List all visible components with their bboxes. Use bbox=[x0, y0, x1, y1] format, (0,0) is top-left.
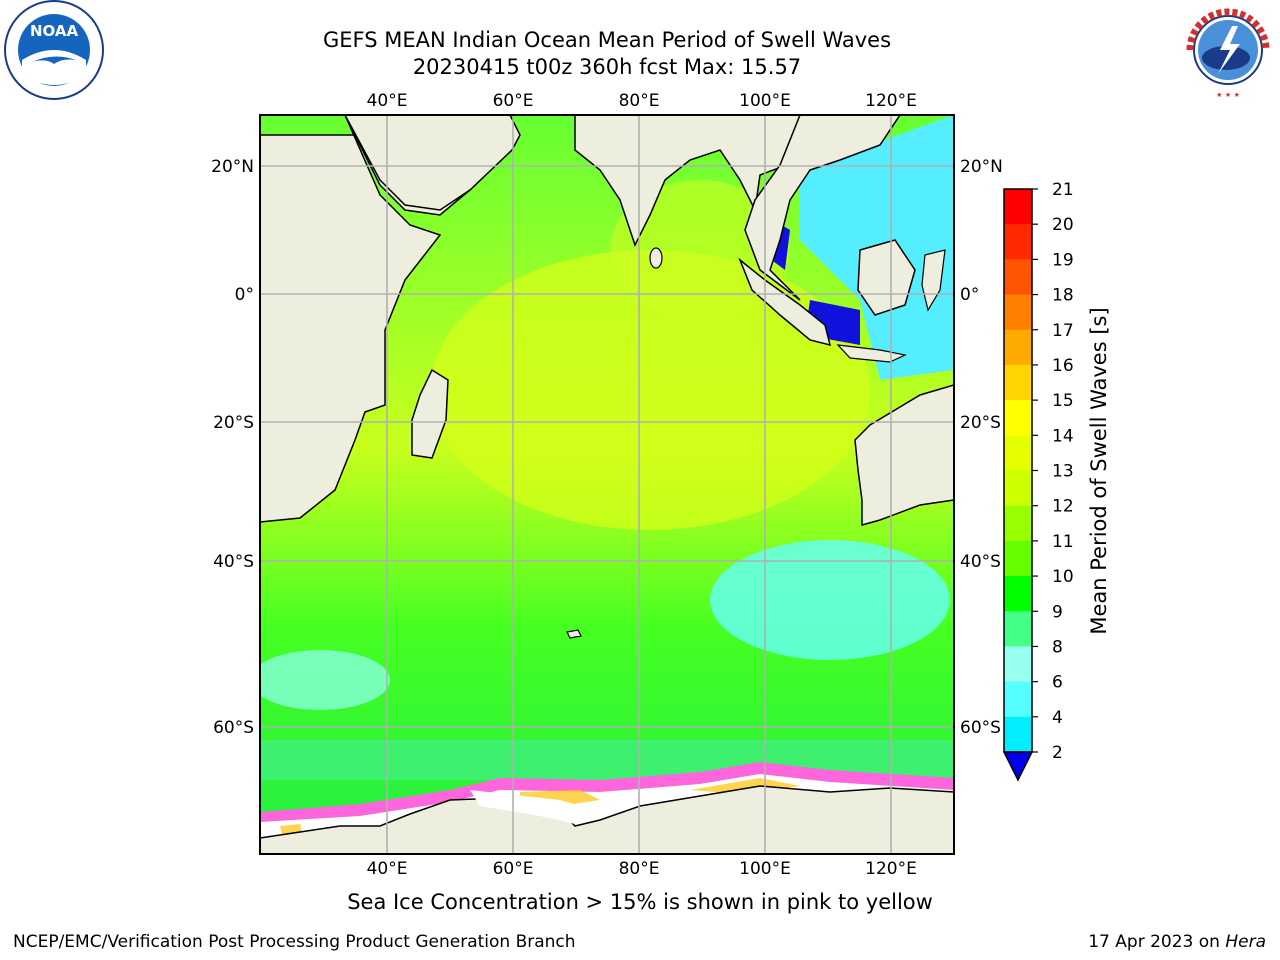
lon-tick-label: 80°E bbox=[619, 859, 660, 879]
map-frame bbox=[259, 114, 955, 855]
lat-tick-label: 40°S bbox=[213, 552, 254, 572]
colorbar-segments bbox=[1004, 189, 1032, 753]
colorbar-tick-label: 14 bbox=[1052, 426, 1074, 446]
colorbar-tick-label: 17 bbox=[1052, 321, 1074, 341]
lat-tick-label: 0° bbox=[235, 285, 254, 305]
colorbar-segment bbox=[1004, 611, 1032, 647]
noaa-logo-text: NOAA bbox=[30, 22, 79, 40]
lat-tick-label: 20°N bbox=[211, 157, 254, 177]
lon-tick-label: 60°E bbox=[493, 91, 534, 111]
footer-credit: NCEP/EMC/Verification Post Processing Pr… bbox=[13, 932, 576, 952]
footer-date-text: 17 Apr 2023 on bbox=[1088, 932, 1220, 952]
low-period-region-south bbox=[710, 540, 950, 660]
colorbar-segment bbox=[1004, 224, 1032, 260]
lon-tick-label: 40°E bbox=[367, 859, 408, 879]
colorbar-segment bbox=[1004, 576, 1032, 612]
nws-logo: ★ ★ ★ bbox=[1179, 1, 1277, 99]
land-antarctica bbox=[260, 785, 954, 854]
colorbar-segment bbox=[1004, 259, 1032, 296]
land-madagascar bbox=[411, 368, 449, 459]
colorbar-segment bbox=[1004, 540, 1032, 577]
colorbar-tick-label: 9 bbox=[1052, 602, 1063, 622]
lat-tick-label: 0° bbox=[960, 285, 979, 305]
sea-ice-edge bbox=[260, 762, 954, 822]
svg-text:★ ★ ★: ★ ★ ★ bbox=[1216, 91, 1240, 99]
land-southeast-asia bbox=[744, 115, 901, 301]
lon-tick-label: 120°E bbox=[865, 91, 917, 111]
colorbar-tick-label: 13 bbox=[1052, 462, 1074, 482]
colorbar-tick-label: 6 bbox=[1052, 673, 1063, 693]
lon-tick-label: 60°E bbox=[493, 859, 534, 879]
lon-tick-label: 100°E bbox=[739, 91, 791, 111]
land-australia bbox=[854, 384, 954, 526]
colorbar-extend-triangle bbox=[1002, 751, 1034, 782]
colorbar-segment bbox=[1004, 470, 1032, 507]
land-borneo bbox=[857, 239, 916, 316]
lon-tick-label: 100°E bbox=[739, 859, 791, 879]
lat-tick-label: 40°S bbox=[960, 552, 1001, 572]
lat-tick-label: 60°S bbox=[213, 718, 254, 738]
colorbar-tick-label: 11 bbox=[1052, 532, 1074, 552]
lon-ticks-bottom: 40°E 60°E 80°E 100°E 120°E bbox=[367, 859, 917, 879]
colorbar-segment bbox=[1004, 189, 1032, 225]
lat-tick-label: 60°S bbox=[960, 718, 1001, 738]
lon-tick-label: 80°E bbox=[619, 91, 660, 111]
noaa-logo: NOAA bbox=[4, 0, 104, 100]
colorbar-segment bbox=[1004, 505, 1032, 542]
colorbar-tick-label: 2 bbox=[1052, 743, 1063, 763]
colorbar-segment bbox=[1004, 294, 1032, 331]
chart-subtitle: 20230415 t00z 360h fcst Max: 15.57 bbox=[412, 55, 802, 79]
colorbar-tick-label: 8 bbox=[1052, 637, 1063, 657]
lon-tick-label: 120°E bbox=[865, 859, 917, 879]
colorbar-tick-label: 12 bbox=[1052, 497, 1074, 517]
colorbar-tick-label: 19 bbox=[1052, 250, 1074, 270]
lat-ticks-left: 20°N 0° 20°S 40°S 60°S bbox=[211, 157, 254, 738]
lat-tick-label: 20°S bbox=[213, 413, 254, 433]
colorbar-tick-label: 18 bbox=[1052, 286, 1074, 306]
lon-ticks-top: 40°E 60°E 80°E 100°E 120°E bbox=[367, 91, 917, 111]
map-area bbox=[260, 115, 954, 854]
colorbar-ticks: 21 20 19 18 17 16 15 14 13 12 11 10 9 8 6 4 2 bbox=[1032, 180, 1074, 763]
colorbar-tick-label: 15 bbox=[1052, 391, 1074, 411]
lat-tick-label: 20°S bbox=[960, 413, 1001, 433]
colorbar-tick-label: 20 bbox=[1052, 215, 1074, 235]
graticule bbox=[260, 115, 954, 854]
lat-ticks-right: 20°N 0° 20°S 40°S 60°S bbox=[960, 157, 1003, 738]
colorbar-segment bbox=[1004, 646, 1032, 683]
high-period-region bbox=[430, 250, 870, 530]
footer-machine: Hera bbox=[1225, 932, 1266, 952]
colorbar-segment bbox=[1004, 329, 1032, 366]
lon-tick-label: 40°E bbox=[367, 91, 408, 111]
colorbar-segment bbox=[1004, 400, 1032, 436]
colorbar-tick-label: 4 bbox=[1052, 708, 1063, 728]
sea-ice-caption: Sea Ice Concentration > 15% is shown in … bbox=[347, 890, 933, 914]
colorbar-tick-label: 10 bbox=[1052, 567, 1074, 587]
colorbar-tick-label: 16 bbox=[1052, 356, 1074, 376]
colorbar-segment bbox=[1004, 681, 1032, 718]
lat-tick-label: 20°N bbox=[960, 157, 1003, 177]
colorbar-segment bbox=[1004, 364, 1032, 401]
colorbar-segment bbox=[1004, 716, 1032, 753]
chart-title: GEFS MEAN Indian Ocean Mean Period of Sw… bbox=[322, 28, 892, 52]
footer-date: 17 Apr 2023 on Hera bbox=[1088, 932, 1266, 952]
colorbar-tick-label: 21 bbox=[1052, 180, 1074, 200]
colorbar-segment bbox=[1004, 435, 1032, 471]
colorbar-label: Mean Period of Swell Waves [s] bbox=[1087, 307, 1111, 634]
land-sumatra bbox=[738, 257, 832, 347]
colorbar: 21 20 19 18 17 16 15 14 13 12 11 10 9 8 6 4 2 Mean Perio… bbox=[1002, 180, 1111, 782]
